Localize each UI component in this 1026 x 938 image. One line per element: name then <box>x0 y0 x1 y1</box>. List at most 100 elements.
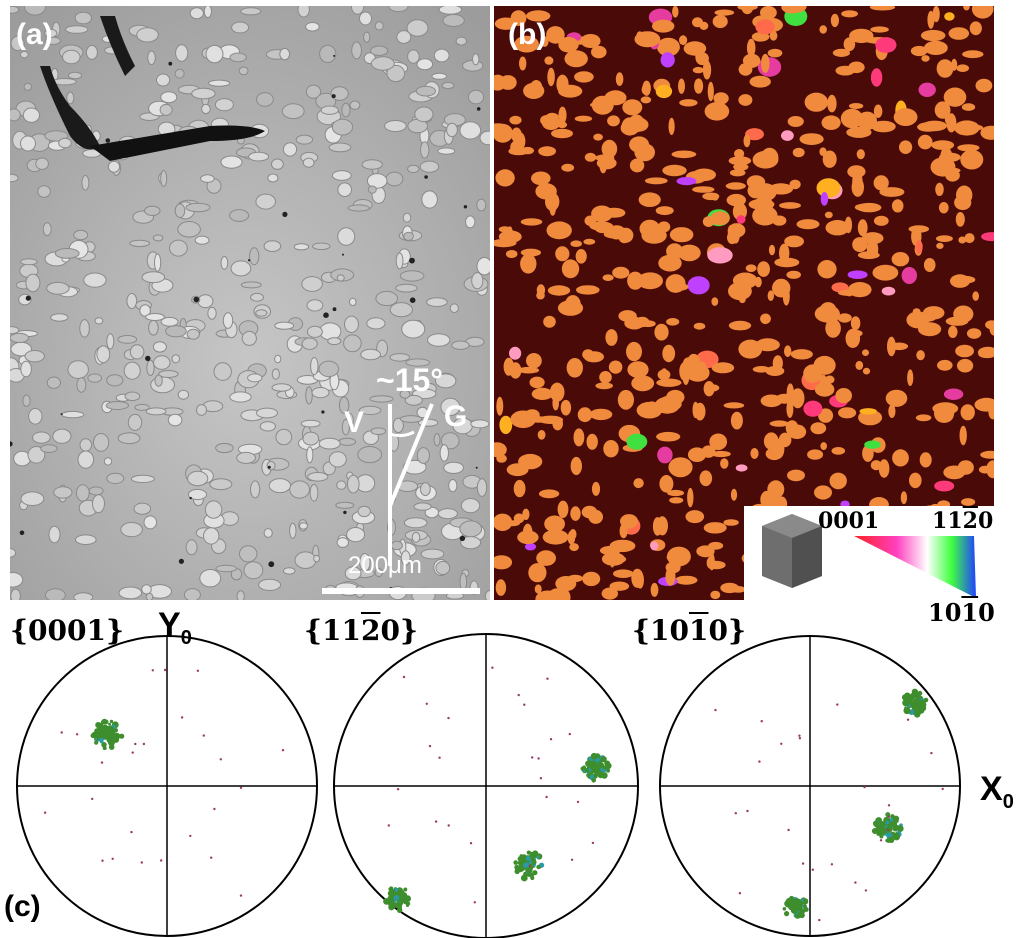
dendrite-arm <box>344 566 362 581</box>
pole-point-trace <box>798 737 802 740</box>
key-label-0001: 0001 <box>818 508 880 534</box>
pole-point <box>401 892 408 899</box>
grain <box>814 485 832 500</box>
grain <box>588 509 603 524</box>
grain <box>685 510 705 524</box>
grain <box>517 530 539 545</box>
pore-dark-band <box>90 125 265 161</box>
pole-point-trace <box>189 834 192 838</box>
dendrite-arm <box>255 193 276 210</box>
grain <box>510 140 523 155</box>
grain <box>873 175 889 191</box>
pole-point-trace <box>469 842 473 845</box>
dendrite-arm <box>359 553 371 572</box>
grain <box>495 579 507 596</box>
pole-point-trace <box>60 731 63 734</box>
pole-point <box>597 761 603 767</box>
dendrite-arm <box>431 72 448 80</box>
dendrite-arm <box>183 588 201 600</box>
dendrite-arm <box>203 527 220 545</box>
angle-arc <box>389 430 415 438</box>
grain <box>921 55 930 62</box>
grain <box>494 239 517 248</box>
grain <box>498 226 511 233</box>
pole-point-trace <box>830 863 834 866</box>
dendrite-arm <box>222 312 234 329</box>
grain <box>935 182 944 196</box>
dendrite-arm <box>479 130 490 146</box>
grain <box>810 422 827 435</box>
dendrite-arm <box>476 257 490 276</box>
pole-point <box>905 708 911 714</box>
dendrite-arm <box>448 479 458 493</box>
grain <box>971 6 994 19</box>
dendrite-arm <box>442 14 465 27</box>
grain <box>980 450 994 459</box>
pole-point <box>523 862 529 868</box>
grain <box>866 239 879 259</box>
grain <box>917 134 933 150</box>
pole-point-trace <box>570 858 574 861</box>
grain <box>972 291 979 301</box>
grain <box>613 569 634 578</box>
pole-point <box>911 699 919 707</box>
dendrite-arm <box>361 159 383 170</box>
dendrite-arm <box>106 472 125 484</box>
grain <box>831 282 849 293</box>
pole-point <box>532 850 539 857</box>
dendrite-arm <box>148 320 159 336</box>
grain <box>875 37 897 53</box>
grain <box>577 407 593 423</box>
grain <box>543 315 556 328</box>
dendrite-arm <box>402 212 412 223</box>
grain <box>547 285 571 296</box>
dendrite-arm <box>250 292 264 302</box>
grain <box>711 450 731 458</box>
dendrite-arm <box>266 460 276 471</box>
grain <box>631 375 655 392</box>
dendrite-arm <box>175 44 189 62</box>
dendrite-arm <box>338 396 350 414</box>
grain <box>881 286 896 296</box>
grain <box>555 246 570 262</box>
grain <box>760 313 771 325</box>
pole-point-trace <box>836 703 839 706</box>
dendrite-arm <box>344 315 359 333</box>
dendrite-arm <box>145 407 167 416</box>
pole-point-trace <box>539 777 543 780</box>
dendrite-arm <box>123 361 141 380</box>
pore-dot <box>267 465 271 469</box>
key-graphics <box>762 514 976 598</box>
grain <box>589 221 614 231</box>
dendrite-arm <box>366 317 386 330</box>
pore-dot <box>459 535 466 542</box>
grain <box>847 270 868 280</box>
dendrite-arm <box>271 383 292 392</box>
dendrite-arm <box>152 234 164 242</box>
dendrite-arm <box>133 502 152 515</box>
pole-point-trace <box>545 795 548 799</box>
dendrite-arm <box>215 564 237 573</box>
grain <box>944 12 955 21</box>
grain <box>558 84 583 98</box>
grain <box>679 35 688 46</box>
dendrite-arm <box>199 569 222 588</box>
dendrite-arm <box>20 360 32 378</box>
pole-point <box>786 897 793 904</box>
grain <box>560 399 572 416</box>
dendrite-arm <box>427 333 451 347</box>
dendrite-arm <box>209 478 233 491</box>
grain <box>561 259 580 279</box>
grain <box>546 221 572 240</box>
grain <box>765 447 783 461</box>
pole-point-trace <box>151 669 154 672</box>
dendrite-arm <box>236 590 245 600</box>
grain <box>494 513 513 531</box>
grain <box>871 120 896 133</box>
grain <box>601 587 618 600</box>
pole-point-trace <box>549 738 553 741</box>
grain <box>910 45 928 57</box>
pole-point <box>394 887 399 892</box>
grain <box>738 339 763 359</box>
pore-dot <box>282 211 288 217</box>
